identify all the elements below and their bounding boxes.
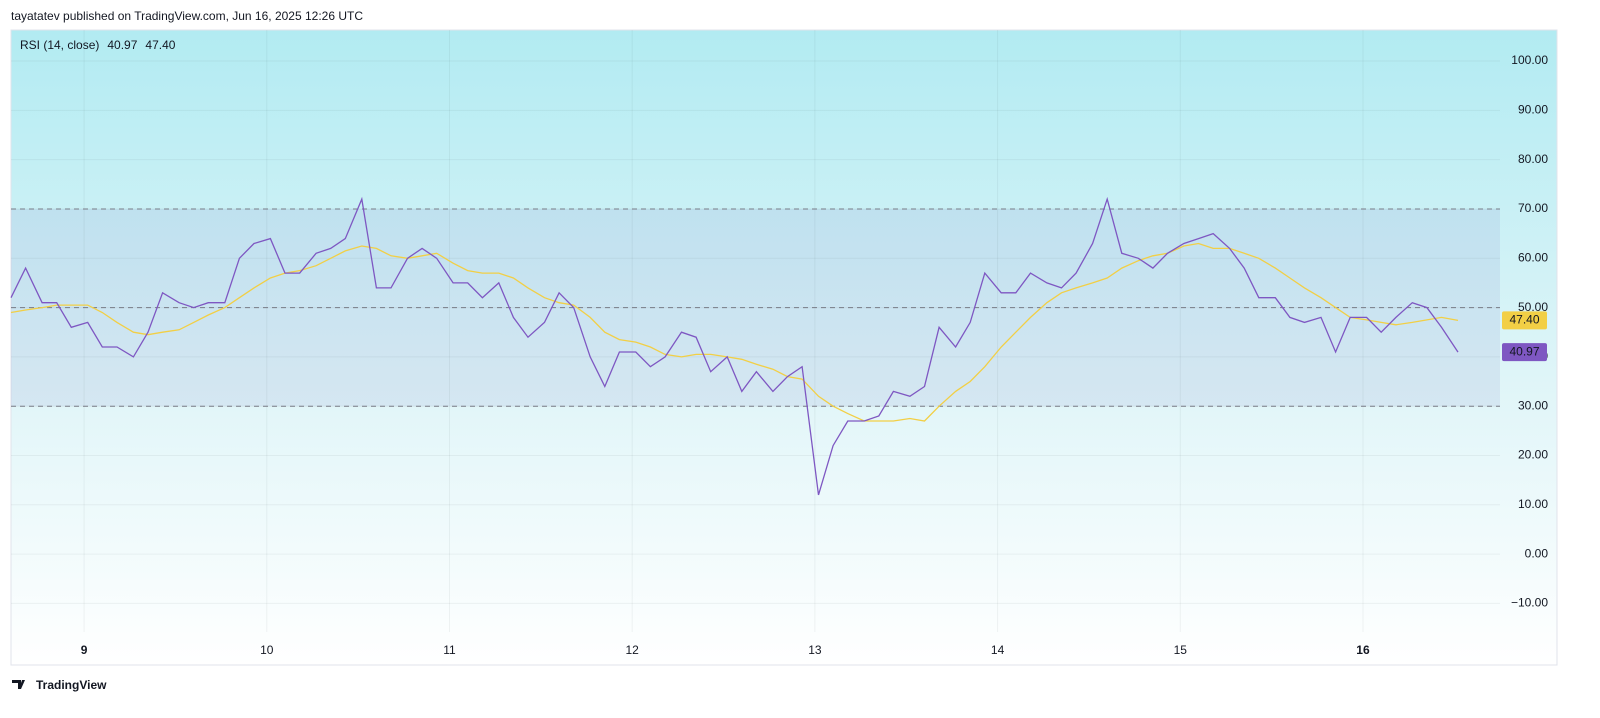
y-tick-label: 0.00 — [1525, 546, 1549, 560]
series-line — [10, 196, 1459, 496]
last-value-label: 40.97 — [1509, 344, 1539, 358]
y-tick-label: 70.00 — [1518, 201, 1548, 215]
legend-value: 47.40 — [145, 38, 175, 52]
x-tick-label: 9 — [81, 643, 88, 657]
x-tick-label: 15 — [1174, 643, 1188, 657]
x-tick-label: 12 — [625, 643, 639, 657]
y-tick-label: 10.00 — [1518, 497, 1548, 511]
legend-title: RSI (14, close) — [20, 38, 99, 52]
publisher-header: tayatatev published on TradingView.com, … — [11, 9, 363, 23]
y-tick-label: 100.00 — [1511, 53, 1548, 67]
last-value-badge — [1502, 311, 1547, 330]
x-tick-label: 16 — [1356, 643, 1370, 657]
branding: TradingView — [36, 678, 107, 692]
logo — [12, 680, 25, 689]
last-value-label: 47.40 — [1509, 313, 1539, 327]
chart-panel — [10, 29, 1558, 666]
series-line — [10, 242, 1459, 422]
x-tick-label: 13 — [808, 643, 822, 657]
x-tick-label: 11 — [443, 643, 456, 657]
y-tick-label: 20.00 — [1518, 448, 1548, 462]
y-tick-label: 30.00 — [1518, 398, 1548, 412]
y-tick-label: −10.00 — [1511, 596, 1548, 610]
y-tick-label: 50.00 — [1518, 300, 1548, 314]
y-tick-label: 90.00 — [1518, 103, 1548, 117]
plot: 100.0090.0080.0070.0060.0050.0040.0030.0… — [10, 30, 1549, 657]
y-tick-label: 60.00 — [1518, 250, 1548, 264]
y-tick-label: 80.00 — [1518, 152, 1548, 166]
last-value-badge — [1502, 343, 1547, 362]
x-tick-label: 14 — [991, 643, 1005, 657]
x-tick-label: 10 — [260, 643, 274, 657]
legend-value: 40.97 — [107, 38, 137, 52]
